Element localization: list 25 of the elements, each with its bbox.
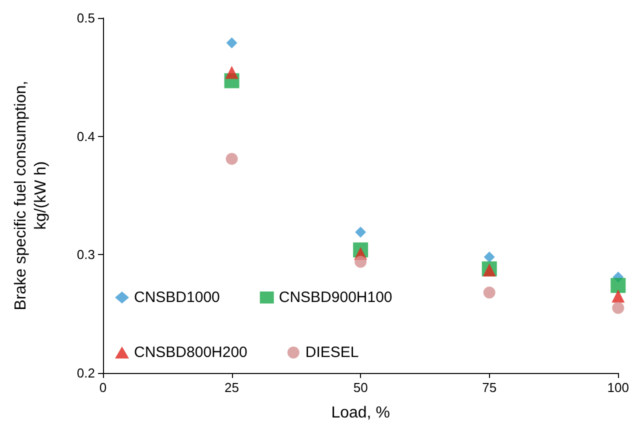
x-tick-label: 50 <box>353 380 368 395</box>
x-tick-label: 100 <box>607 380 630 395</box>
y-tick-label: 0.5 <box>76 10 95 26</box>
point <box>483 286 496 299</box>
y-axis-title: Brake specific fuel consumption, kg/(kW h) <box>12 80 50 310</box>
x-tick-label: 75 <box>482 380 497 395</box>
x-tick-label: 25 <box>224 380 240 395</box>
x-tick-label: 0 <box>99 380 107 395</box>
legend-label: CNSBD1000 <box>134 289 220 306</box>
y-tick-label: 0.2 <box>76 366 95 380</box>
point <box>612 302 624 314</box>
point <box>226 152 238 165</box>
point <box>612 290 625 303</box>
point <box>354 256 367 268</box>
point <box>484 252 495 263</box>
y-tick-label: 0.4 <box>76 128 95 144</box>
legend-label: CNSBD800H200 <box>134 344 248 361</box>
legend-label: CNSBD900H100 <box>278 289 392 306</box>
point <box>226 37 238 48</box>
y-tick-label: 0.3 <box>76 247 95 262</box>
point <box>610 278 626 293</box>
x-axis-title: Load, % <box>331 404 390 422</box>
legend-label: DIESEL <box>305 344 359 361</box>
point <box>225 66 238 79</box>
point <box>355 226 366 238</box>
